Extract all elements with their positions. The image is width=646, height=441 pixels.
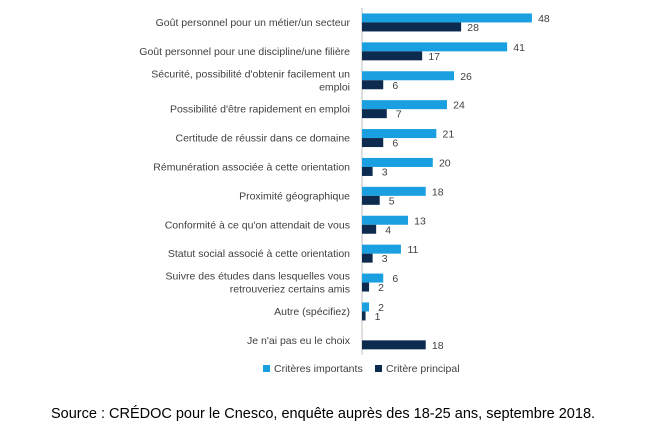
bar-critere-principal bbox=[362, 340, 426, 350]
data-label: 20 bbox=[439, 157, 451, 169]
bar-criteres-importants bbox=[362, 244, 401, 254]
data-label: 3 bbox=[382, 166, 388, 178]
category-label: Autre (spécifiez) bbox=[274, 306, 350, 318]
bar-criteres-importants bbox=[362, 71, 455, 81]
bar-critere-principal bbox=[362, 282, 370, 292]
source-note: Source : CRÉDOC pour le Cnesco, enquête … bbox=[50, 406, 596, 422]
data-label: 17 bbox=[428, 51, 440, 63]
data-label: 18 bbox=[432, 186, 444, 198]
data-label: 13 bbox=[414, 215, 426, 227]
category-label: Conformité à ce qu'on attendait de vous bbox=[165, 219, 350, 231]
data-label: 2 bbox=[378, 282, 384, 294]
legend-label: Critère principal bbox=[386, 363, 460, 375]
data-label: 3 bbox=[382, 253, 388, 265]
category-label: Proximité géographique bbox=[239, 190, 350, 202]
bar-critere-principal bbox=[362, 51, 423, 61]
bars bbox=[362, 13, 532, 350]
data-label: 6 bbox=[392, 138, 398, 150]
category-label: retrouveriez certains amis bbox=[230, 284, 350, 296]
data-label: 48 bbox=[538, 13, 550, 25]
data-label: 28 bbox=[467, 22, 479, 34]
bar-critere-principal bbox=[362, 80, 384, 90]
legend-swatch bbox=[375, 365, 382, 372]
data-label: 5 bbox=[389, 195, 395, 207]
data-label: 6 bbox=[392, 80, 398, 92]
bar-critere-principal bbox=[362, 109, 387, 119]
data-label: 11 bbox=[407, 244, 418, 256]
category-label: Je n'ai pas eu le choix bbox=[247, 335, 351, 347]
category-label: Possibilité d'être rapidement en emploi bbox=[170, 104, 350, 116]
category-label: Goût personnel pour un métier/un secteur bbox=[156, 17, 351, 29]
bar-criteres-importants bbox=[362, 215, 409, 225]
category-label: Goût personnel pour une discipline/une f… bbox=[139, 46, 350, 58]
category-labels: Goût personnel pour un métier/un secteur… bbox=[139, 17, 350, 347]
bar-critere-principal bbox=[362, 22, 462, 32]
bar-criteres-importants bbox=[362, 186, 426, 196]
data-label: 18 bbox=[432, 340, 444, 352]
bar-criteres-importants bbox=[362, 273, 384, 283]
legend-label: Critères importants bbox=[274, 363, 363, 375]
data-label: 21 bbox=[442, 129, 454, 141]
category-label: Rémunération associée à cette orientatio… bbox=[153, 161, 350, 173]
data-label: 24 bbox=[453, 100, 465, 112]
data-label: 4 bbox=[385, 224, 391, 236]
data-label: 7 bbox=[396, 109, 402, 121]
data-label: 6 bbox=[392, 273, 398, 285]
data-label: 41 bbox=[513, 42, 525, 54]
bar-critere-principal bbox=[362, 166, 373, 176]
legend: Critères importants Critère principal bbox=[263, 363, 460, 375]
data-label: 2 bbox=[378, 302, 384, 314]
category-label: Certitude de réussir dans ce domaine bbox=[175, 133, 350, 145]
category-label: emploi bbox=[319, 81, 350, 93]
bar-critere-principal bbox=[362, 138, 384, 148]
category-label: Statut social associé à cette orientatio… bbox=[168, 248, 350, 260]
bar-critere-principal bbox=[362, 311, 366, 321]
bar-critere-principal bbox=[362, 195, 380, 205]
bar-critere-principal bbox=[362, 224, 377, 234]
category-label: Suivre des études dans lesquelles vous bbox=[166, 271, 350, 283]
bar-criteres-importants bbox=[362, 100, 447, 110]
legend-swatch bbox=[263, 365, 270, 372]
bar-critere-principal bbox=[362, 253, 373, 263]
category-label: Sécurité, possibilité d'obtenir facileme… bbox=[151, 68, 350, 80]
data-label: 1 bbox=[375, 311, 381, 323]
bar-chart: Goût personnel pour un métier/un secteur… bbox=[139, 8, 550, 375]
bar-criteres-importants bbox=[362, 129, 437, 139]
bar-criteres-importants bbox=[362, 42, 508, 52]
bar-criteres-importants bbox=[362, 13, 532, 23]
bar-criteres-importants bbox=[362, 157, 433, 167]
data-label: 26 bbox=[460, 71, 472, 83]
bar-criteres-importants bbox=[362, 302, 370, 312]
